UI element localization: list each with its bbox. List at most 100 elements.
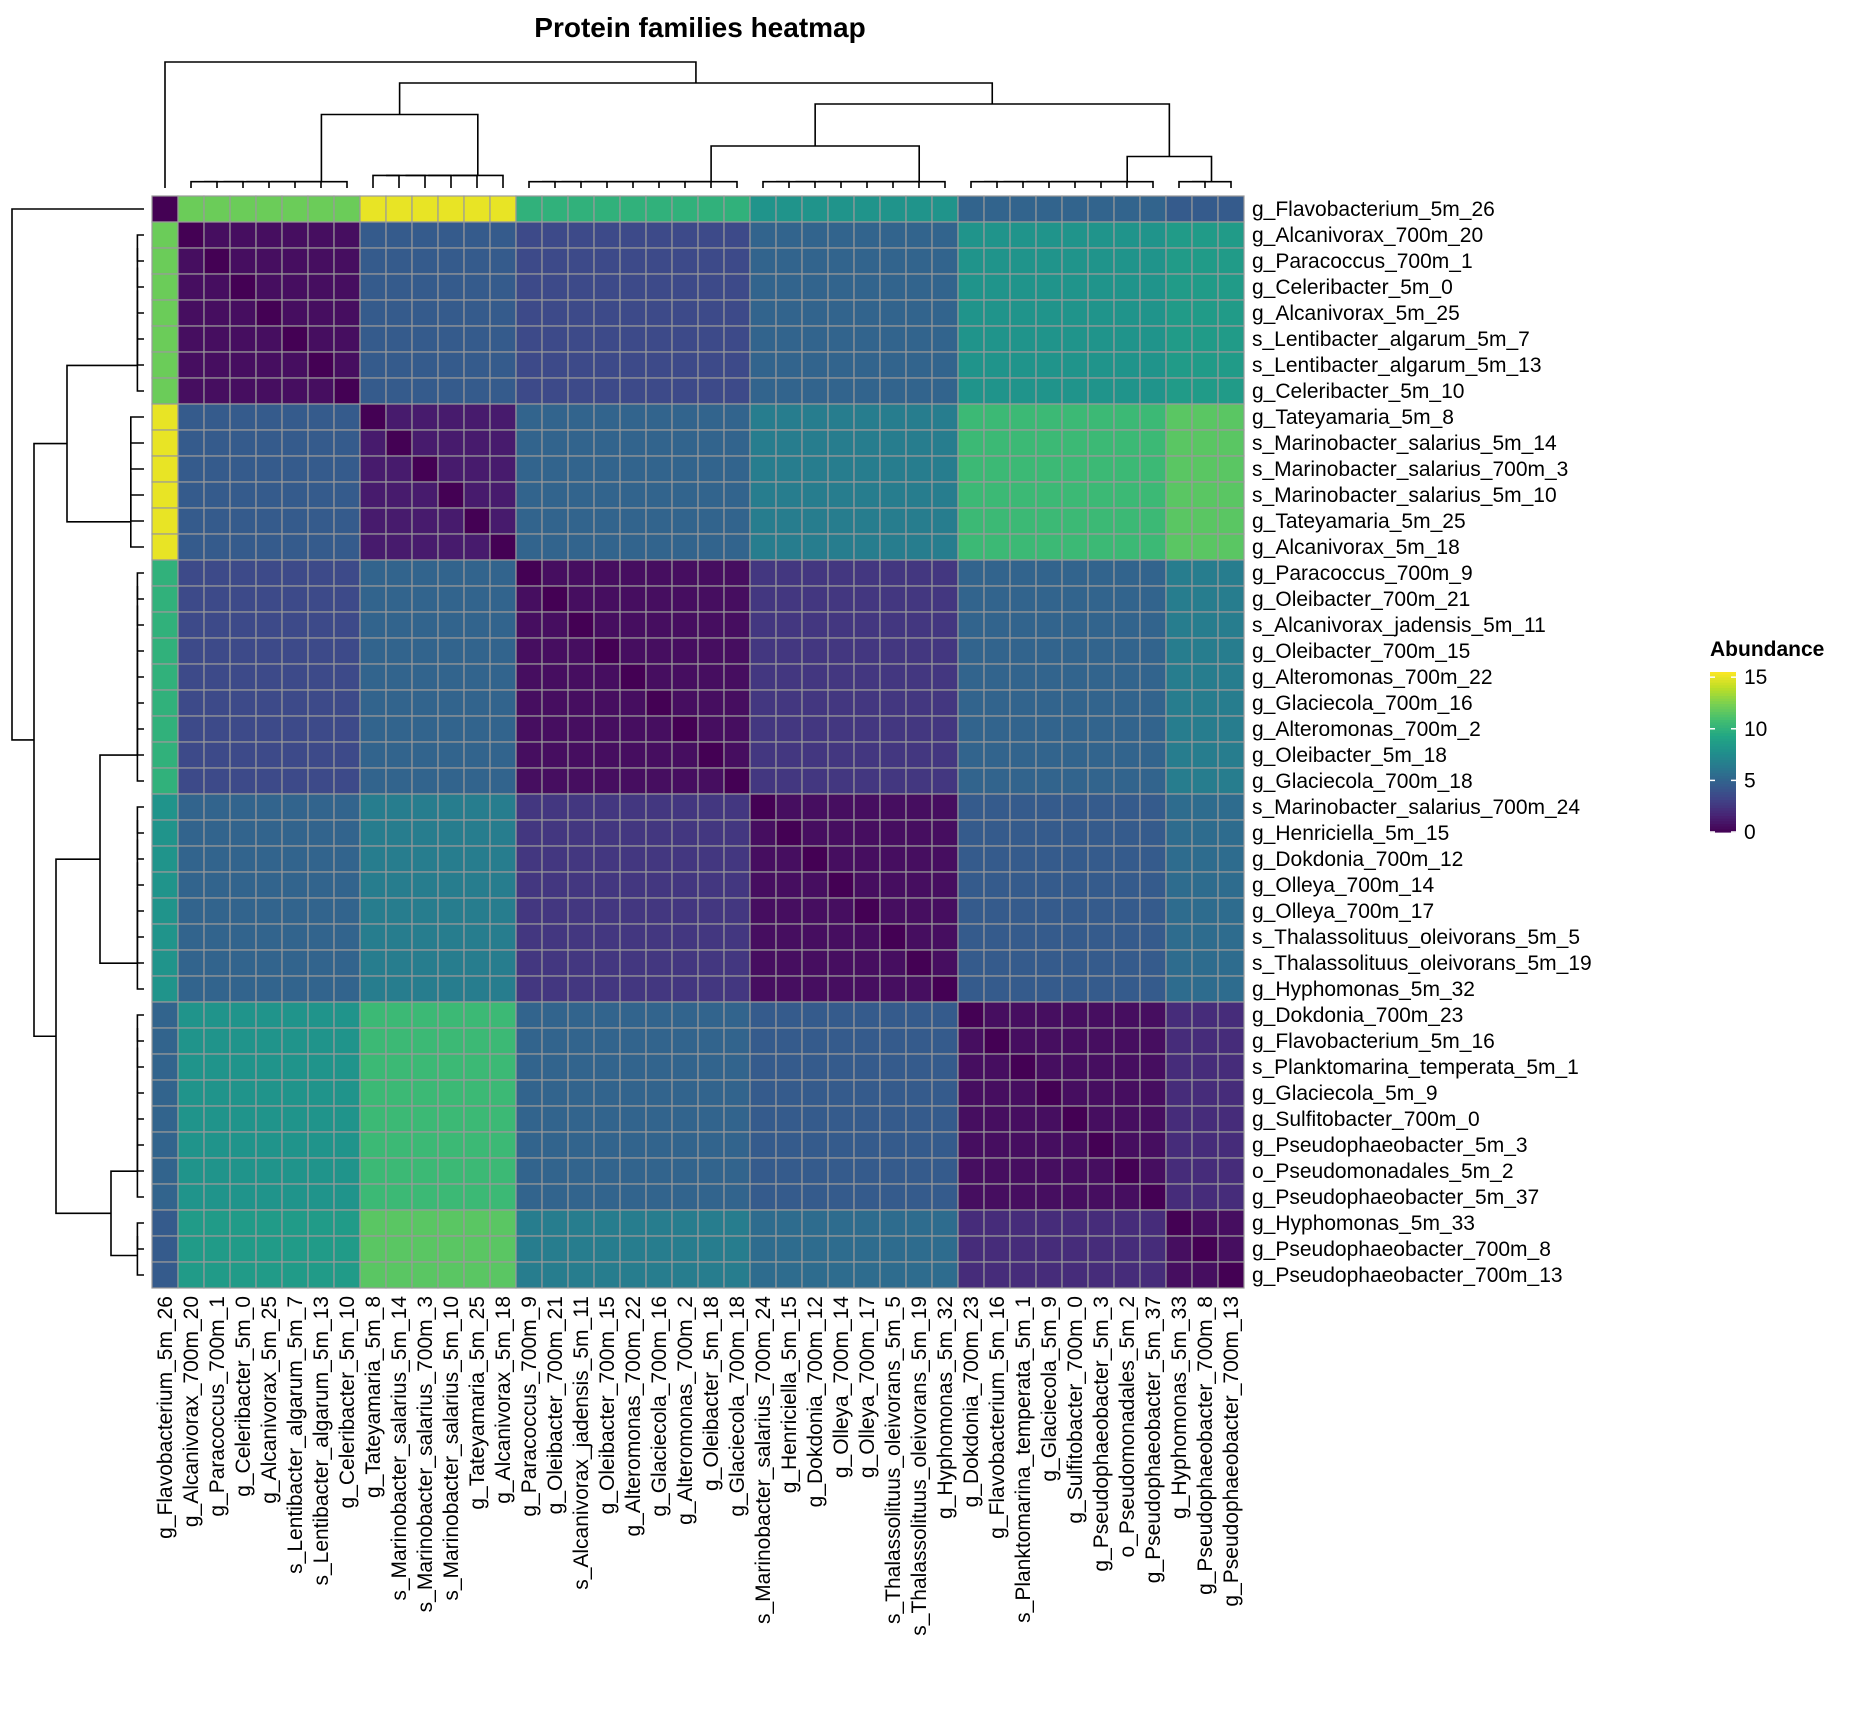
dendrogram-link <box>130 430 144 470</box>
heatmap-cell <box>1061 1027 1089 1055</box>
heatmap-cell <box>931 923 959 951</box>
heatmap-cell <box>1087 1235 1115 1263</box>
heatmap-cell <box>801 1261 829 1289</box>
heatmap-cell <box>567 455 595 483</box>
heatmap-cell <box>307 481 335 509</box>
heatmap-cell <box>671 273 699 301</box>
heatmap-cell <box>1061 689 1089 717</box>
heatmap-cell <box>1035 559 1063 587</box>
heatmap-cell <box>931 819 959 847</box>
heatmap-cell <box>229 481 257 509</box>
heatmap-cell <box>749 611 777 639</box>
heatmap-cell <box>229 1079 257 1107</box>
heatmap-cell <box>489 897 517 925</box>
heatmap-cell <box>437 351 465 379</box>
heatmap-cell <box>775 429 803 457</box>
heatmap-cell <box>567 845 595 873</box>
heatmap-cell <box>983 585 1011 613</box>
heatmap-cell <box>515 351 543 379</box>
heatmap-cell <box>463 481 491 509</box>
heatmap-cell <box>1035 923 1063 951</box>
heatmap-cell <box>957 611 985 639</box>
column-label: g_Hyphomonas_5m_33 <box>1168 1296 1191 1519</box>
heatmap-cell <box>1009 1105 1037 1133</box>
heatmap-cell <box>255 1001 283 1029</box>
heatmap-cell <box>801 637 829 665</box>
heatmap-cell <box>541 1235 569 1263</box>
heatmap-cell <box>1217 1027 1245 1055</box>
heatmap-cell <box>593 845 621 873</box>
heatmap-cell <box>567 299 595 327</box>
legend-gradient-segment <box>1710 749 1736 753</box>
heatmap-cell <box>541 1183 569 1211</box>
heatmap-cell <box>541 1261 569 1289</box>
heatmap-cell <box>593 1131 621 1159</box>
heatmap-cell <box>411 299 439 327</box>
heatmap-cell <box>1217 767 1245 795</box>
heatmap-cell <box>593 1053 621 1081</box>
heatmap-cell <box>281 299 309 327</box>
heatmap-cell <box>567 1105 595 1133</box>
heatmap-cell <box>931 975 959 1003</box>
heatmap-cell <box>801 845 829 873</box>
legend-gradient-segment <box>1710 752 1736 756</box>
dendrogram-link <box>710 145 921 182</box>
column-labels: g_Flavobacterium_5m_26 g_Alcanivorax_700m… <box>154 1296 1243 1636</box>
heatmap-cell <box>1139 1209 1167 1237</box>
heatmap-cell <box>411 455 439 483</box>
heatmap-cell <box>645 1157 673 1185</box>
heatmap-cell <box>281 221 309 249</box>
heatmap-cell <box>1061 1157 1089 1185</box>
heatmap-cell <box>749 793 777 821</box>
heatmap-cell <box>229 923 257 951</box>
heatmap-cell <box>723 715 751 743</box>
heatmap-cell <box>671 897 699 925</box>
heatmap-cell <box>1139 299 1167 327</box>
heatmap-cell <box>853 507 881 535</box>
heatmap-cell <box>1035 1183 1063 1211</box>
heatmap-cell <box>359 1235 387 1263</box>
heatmap-cell <box>333 325 361 353</box>
heatmap-cell <box>255 611 283 639</box>
legend-gradient-segment <box>1710 760 1736 764</box>
heatmap-cell <box>1217 559 1245 587</box>
dendrogram-link <box>130 416 144 444</box>
heatmap-cell <box>1165 377 1193 405</box>
heatmap-cell <box>957 1261 985 1289</box>
heatmap-cell <box>489 221 517 249</box>
heatmap-cell <box>359 429 387 457</box>
heatmap-cell <box>671 1027 699 1055</box>
heatmap-cell <box>203 1053 231 1081</box>
heatmap-cell <box>801 897 829 925</box>
heatmap-cell <box>749 819 777 847</box>
heatmap-cell <box>1139 741 1167 769</box>
heatmap-cell <box>1009 533 1037 561</box>
legend-gradient-segment <box>1710 682 1736 686</box>
heatmap-cell <box>489 1235 517 1263</box>
heatmap-cell <box>905 1053 933 1081</box>
heatmap-cell <box>255 351 283 379</box>
heatmap-cell <box>567 585 595 613</box>
heatmap-cell <box>515 1079 543 1107</box>
heatmap-cell <box>801 1209 829 1237</box>
heatmap-cell <box>1191 741 1219 769</box>
heatmap-cell <box>697 741 725 769</box>
heatmap-cell <box>489 455 517 483</box>
heatmap-cell <box>1191 1053 1219 1081</box>
heatmap-cell <box>801 689 829 717</box>
heatmap-cell <box>1061 1053 1089 1081</box>
heatmap-cell <box>229 585 257 613</box>
heatmap-cell <box>801 455 829 483</box>
heatmap-cell <box>593 403 621 431</box>
heatmap-cell <box>775 455 803 483</box>
heatmap-cell <box>619 1157 647 1185</box>
heatmap-cell <box>1191 1001 1219 1029</box>
heatmap-cell <box>593 429 621 457</box>
heatmap-cell <box>229 715 257 743</box>
heatmap-cell <box>593 767 621 795</box>
heatmap-cell <box>905 715 933 743</box>
heatmap-cell <box>567 325 595 353</box>
row-label: g_Celeribacter_5m_10 <box>1252 380 1464 403</box>
heatmap-cell <box>749 533 777 561</box>
